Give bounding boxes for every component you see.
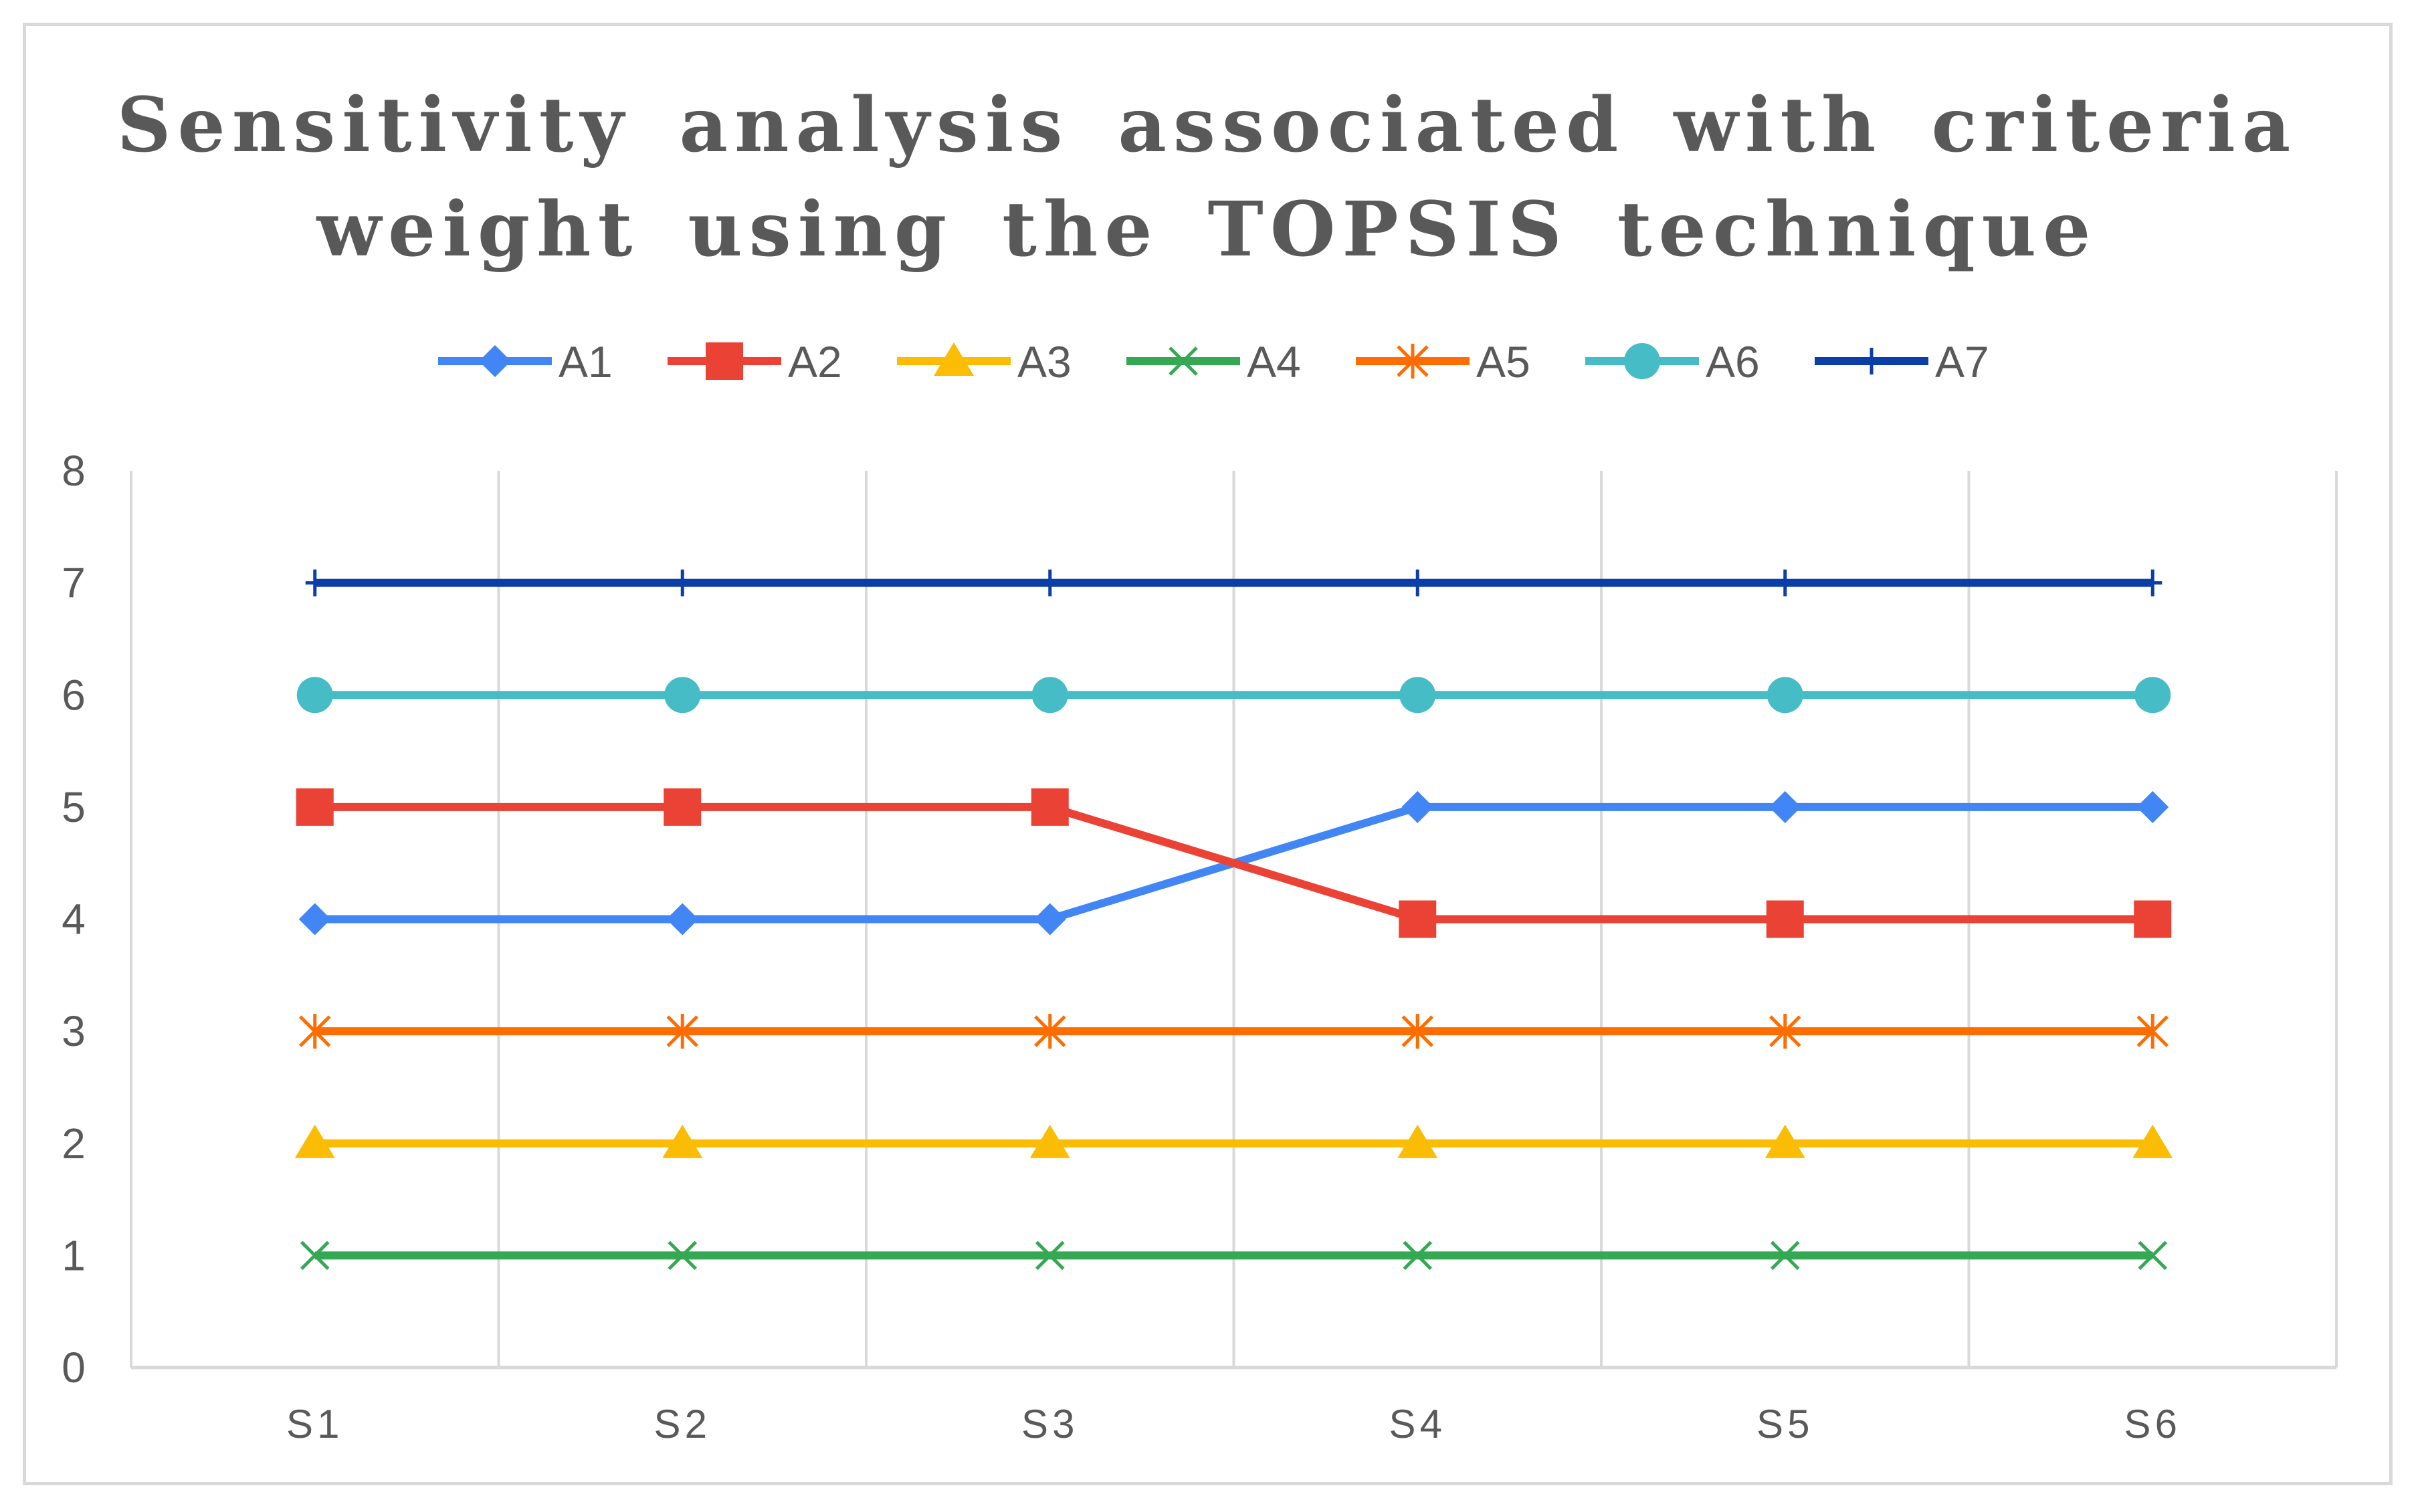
legend-item-a7: A7	[1815, 337, 1989, 387]
legend-item-a2: A2	[668, 337, 842, 387]
data-point-a7-s5	[1775, 569, 1795, 597]
data-point-a7-s1	[305, 569, 324, 597]
y-tick-label: 2	[62, 1119, 86, 1168]
series-a6	[296, 677, 2171, 714]
data-point-a2-s2	[664, 788, 702, 826]
data-point-a4-s5	[1770, 1240, 1800, 1271]
data-point-a6-s5	[1767, 677, 1803, 714]
data-point-a6-s3	[1031, 677, 1068, 714]
data-point-a2-s5	[1766, 900, 1804, 938]
legend-marker-a6	[1624, 343, 1660, 379]
data-point-a1-s4	[1401, 790, 1434, 823]
data-point-a5-s4	[1401, 1014, 1434, 1049]
data-point-a7-s3	[1040, 569, 1060, 597]
data-point-a3-s5	[1765, 1124, 1805, 1158]
legend-label-a6: A6	[1706, 337, 1760, 387]
data-point-a6-s1	[296, 677, 333, 714]
data-point-a7-s4	[1408, 569, 1427, 597]
x-tick-label: S5	[1756, 1402, 1813, 1446]
x-tick-label: S6	[2124, 1402, 2181, 1446]
data-point-a4-s6	[2138, 1240, 2168, 1271]
data-point-a1-s2	[666, 903, 699, 936]
data-point-a3-s4	[1397, 1124, 1438, 1158]
data-point-a2-s4	[1399, 900, 1437, 938]
chart-title-line-1: Sensitivity analysis associated with cri…	[116, 82, 2298, 169]
series-a4	[300, 1240, 2168, 1271]
y-tick-label: 7	[62, 559, 86, 607]
legend-marker-a4	[1169, 346, 1198, 376]
legend-label-a2: A2	[788, 337, 842, 387]
data-point-a4-s4	[1403, 1240, 1433, 1271]
y-tick-label: 4	[62, 895, 86, 944]
data-point-a1-s6	[2136, 790, 2169, 823]
chart-title: Sensitivity analysis associated with cri…	[0, 74, 2414, 282]
series-a2	[296, 788, 2172, 938]
data-point-a5-s6	[2136, 1014, 2169, 1049]
legend-marker-a2	[706, 342, 743, 380]
legend-item-a1: A1	[438, 337, 613, 387]
legend-marker-a1	[479, 345, 511, 377]
legend-label-a5: A5	[1476, 337, 1530, 387]
x-tick-label: S4	[1389, 1402, 1446, 1446]
chart-frame	[23, 23, 2393, 1485]
legend-item-a3: A3	[897, 337, 1072, 387]
chart-title-line-2: weight using the TOPSIS technique	[316, 186, 2098, 274]
legend-label-a7: A7	[1935, 337, 1989, 387]
y-tick-label: 8	[62, 447, 86, 495]
series-line-a2	[314, 802, 2153, 924]
data-point-a2-s3	[1031, 788, 1069, 826]
data-point-a1-s5	[1769, 790, 1801, 823]
series-layer	[294, 569, 2173, 1271]
data-point-a2-s1	[296, 788, 334, 826]
data-point-a4-s1	[300, 1240, 330, 1271]
y-tick-label: 1	[62, 1231, 86, 1279]
legend-label-a4: A4	[1247, 337, 1301, 387]
x-tick-label: S1	[286, 1402, 343, 1446]
legend-item-a6: A6	[1585, 337, 1760, 387]
x-tick-label: S2	[654, 1402, 711, 1446]
data-point-a4-s3	[1035, 1240, 1065, 1271]
data-point-a3-s2	[662, 1124, 703, 1158]
data-point-a5-s1	[298, 1014, 331, 1049]
axis-layer: 0 1 2 3 4 5 6 7 8 S1 S2 S3 S4 S5 S6	[62, 447, 2336, 1446]
legend-item-a5: A5	[1356, 337, 1530, 387]
legend-marker-a5	[1397, 344, 1429, 379]
legend-layer: A1 A2 A3 A4 A5 A6 A7	[438, 337, 1989, 387]
data-point-a5-s5	[1769, 1014, 1801, 1049]
data-point-a3-s3	[1029, 1124, 1070, 1158]
y-tick-label: 0	[62, 1343, 86, 1392]
y-tick-label: 6	[62, 671, 86, 719]
data-point-a7-s2	[673, 569, 692, 597]
series-a3	[294, 1124, 2173, 1158]
legend-label-a3: A3	[1017, 337, 1072, 387]
data-point-a2-s6	[2134, 900, 2172, 938]
data-point-a5-s3	[1033, 1014, 1066, 1049]
series-a7	[305, 569, 2162, 597]
data-point-a3-s1	[294, 1124, 335, 1158]
legend-item-a4: A4	[1126, 337, 1301, 387]
data-point-a4-s2	[668, 1240, 698, 1271]
series-a5	[298, 1014, 2169, 1049]
data-point-a6-s4	[1399, 677, 1436, 714]
data-point-a1-s1	[298, 903, 331, 936]
legend-marker-a7	[1862, 348, 1881, 374]
data-point-a1-s3	[1033, 903, 1066, 936]
legend-marker-a3	[934, 342, 974, 376]
data-point-a5-s2	[666, 1014, 699, 1049]
y-tick-label: 3	[62, 1007, 86, 1055]
y-tick-label: 5	[62, 783, 86, 831]
legend-label-a1: A1	[559, 337, 613, 387]
data-point-a3-s6	[2132, 1124, 2173, 1158]
data-point-a6-s2	[664, 677, 701, 714]
data-point-a6-s6	[2134, 677, 2171, 714]
data-point-a7-s6	[2143, 569, 2162, 597]
x-tick-label: S3	[1021, 1402, 1078, 1446]
